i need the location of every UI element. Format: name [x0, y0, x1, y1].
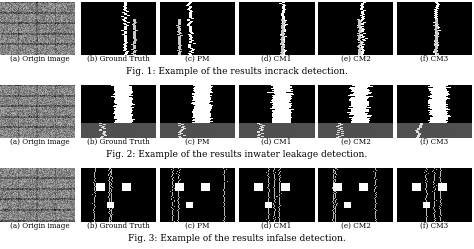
Text: (d) CM1: (d) CM1 — [261, 222, 292, 230]
Text: (d) CM1: (d) CM1 — [261, 138, 292, 146]
Text: Fig. 2: Example of the results inwater leakage detection.: Fig. 2: Example of the results inwater l… — [106, 150, 368, 159]
Text: (b) Ground Truth: (b) Ground Truth — [87, 55, 150, 63]
Text: (c) PM: (c) PM — [185, 55, 210, 63]
Text: (c) PM: (c) PM — [185, 222, 210, 230]
Text: Fig. 3: Example of the results infalse detection.: Fig. 3: Example of the results infalse d… — [128, 234, 346, 243]
Text: (a) Origin image: (a) Origin image — [9, 55, 69, 63]
Text: (c) PM: (c) PM — [185, 138, 210, 146]
Text: (e) CM2: (e) CM2 — [340, 55, 371, 63]
Text: (b) Ground Truth: (b) Ground Truth — [87, 138, 150, 146]
Text: (f) CM3: (f) CM3 — [420, 222, 448, 230]
Text: (e) CM2: (e) CM2 — [340, 138, 371, 146]
Text: (a) Origin image: (a) Origin image — [9, 222, 69, 230]
Text: (b) Ground Truth: (b) Ground Truth — [87, 222, 150, 230]
Text: (f) CM3: (f) CM3 — [420, 55, 448, 63]
Text: Fig. 1: Example of the results incrack detection.: Fig. 1: Example of the results incrack d… — [126, 67, 348, 76]
Text: (a) Origin image: (a) Origin image — [9, 138, 69, 146]
Text: (e) CM2: (e) CM2 — [340, 222, 371, 230]
Text: (f) CM3: (f) CM3 — [420, 138, 448, 146]
Text: (d) CM1: (d) CM1 — [261, 55, 292, 63]
